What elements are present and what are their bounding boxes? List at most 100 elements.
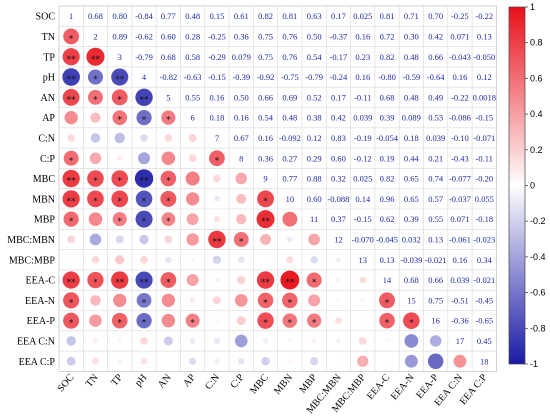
column-labels: SOC TN TP pH AN AP C:N C:P MBC MBN MBPMBC:MBNMBC:M…: [56, 372, 490, 416]
correlation-label: 0.44: [404, 153, 420, 163]
correlation-label: 0.055: [475, 194, 494, 204]
row-label: pH: [43, 73, 55, 84]
correlation-circle: [214, 195, 220, 202]
correlation-circle: [256, 271, 275, 289]
correlation-label: 0.48: [404, 52, 419, 62]
correlation-label: 0.61: [234, 11, 249, 21]
correlation-label: 0.16: [234, 113, 249, 123]
significance-star: **: [212, 237, 222, 247]
colorbar: 1 0.8 0.6 0.4 0.2 0 -0.2 -0.4 -0.6 -0.8 -1: [508, 2, 546, 369]
correlation-label: -0.36: [451, 316, 469, 326]
correlation-label: 0.19: [380, 153, 395, 163]
correlation-circle: [256, 210, 275, 229]
significance-star: **: [140, 95, 150, 105]
significance-star: **: [67, 55, 77, 65]
correlation-circle: [308, 294, 321, 307]
correlation-label: -0.039: [400, 255, 422, 265]
correlation-label: 0.65: [404, 174, 419, 184]
correlation-circle: [66, 356, 76, 366]
colorbar-tick-label: -0.6: [530, 288, 546, 298]
correlation-label: 0.071: [450, 31, 469, 41]
correlation-label: -0.086: [449, 113, 471, 123]
significance-star: **: [91, 55, 101, 65]
correlation-label: -0.18: [475, 214, 493, 224]
significance-star: *: [385, 319, 390, 329]
significance-star: *: [142, 217, 147, 227]
correlation-circle: [111, 89, 128, 106]
correlation-circle: [63, 150, 79, 166]
correlation-label: 0.025: [353, 11, 372, 21]
significance-star: *: [263, 298, 268, 308]
correlation-circle: [404, 334, 419, 348]
correlation-circle: [161, 212, 176, 227]
correlation-circle: [167, 360, 170, 363]
correlation-label: 0.36: [234, 31, 249, 41]
correlation-circle: [360, 298, 365, 303]
correlation-label: 0.48: [282, 113, 297, 123]
correlation-label: -0.64: [427, 72, 445, 82]
correlation-circle: [135, 88, 153, 107]
significance-star: **: [140, 278, 150, 288]
significance-star: *: [69, 319, 74, 329]
correlation-circle: [236, 193, 247, 204]
correlation-circle: [237, 256, 245, 264]
correlation-circle: [189, 297, 196, 304]
correlation-circle: [427, 353, 444, 369]
correlation-label: -0.021: [425, 255, 447, 265]
correlation-label: 0.49: [428, 92, 443, 102]
correlation-label: -0.077: [449, 174, 471, 184]
correlation-circle: [64, 111, 78, 125]
significance-star: *: [142, 116, 147, 126]
correlation-label: 3: [118, 52, 122, 62]
correlation-label: 0.025: [353, 174, 372, 184]
correlation-circle: [288, 339, 292, 343]
correlation-circle: [264, 258, 268, 262]
row-label: C:P: [40, 154, 55, 165]
correlation-label: 0.16: [355, 31, 370, 41]
correlation-label: 11: [310, 214, 318, 224]
column-label: pH: [133, 372, 149, 388]
correlation-label: -0.22: [451, 92, 469, 102]
correlation-circle: [379, 292, 395, 309]
row-label: AP: [42, 113, 55, 124]
correlation-label: 0.16: [355, 72, 370, 82]
column-label: EEA-C: [365, 372, 393, 402]
correlation-label: 0.039: [450, 275, 469, 285]
correlation-circle: [236, 316, 246, 326]
correlation-label: 18: [480, 356, 489, 366]
correlation-label: 0.27: [282, 153, 297, 163]
correlation-circle: [185, 171, 200, 186]
correlation-circle: [190, 257, 195, 262]
correlation-circle: [88, 89, 103, 105]
correlation-circle: [233, 232, 249, 247]
correlation-label: 0.82: [380, 52, 395, 62]
correlation-label: 0.30: [404, 31, 419, 41]
significance-star: **: [285, 278, 295, 288]
correlation-circle: [336, 338, 341, 344]
correlation-circle: [262, 338, 269, 344]
correlation-circle: [357, 355, 369, 367]
significance-star: *: [312, 278, 317, 288]
correlation-label: 5: [166, 92, 170, 102]
colorbar-tick-label: -0.4: [530, 252, 546, 262]
correlation-label: 0.42: [428, 31, 443, 41]
correlation-circle: [140, 134, 148, 142]
significance-star: *: [118, 116, 123, 126]
correlation-circle: [310, 256, 318, 264]
significance-star: *: [239, 237, 244, 247]
row-label: AN: [41, 93, 55, 104]
significance-star: *: [142, 197, 147, 207]
colorbar-tick-label: 0.4: [530, 109, 543, 119]
correlation-circle: [234, 334, 248, 348]
row-label: MBC:MBP: [9, 255, 56, 266]
correlation-label: -0.39: [232, 72, 250, 82]
correlation-label: 0.57: [428, 194, 443, 204]
correlation-label: -0.12: [354, 153, 372, 163]
correlation-circle: [117, 155, 123, 161]
correlation-label: 0.81: [380, 11, 395, 21]
significance-star: **: [261, 217, 271, 227]
correlation-label: 10: [286, 194, 295, 204]
correlation-label: -0.023: [473, 234, 495, 244]
significance-star: **: [115, 278, 125, 288]
